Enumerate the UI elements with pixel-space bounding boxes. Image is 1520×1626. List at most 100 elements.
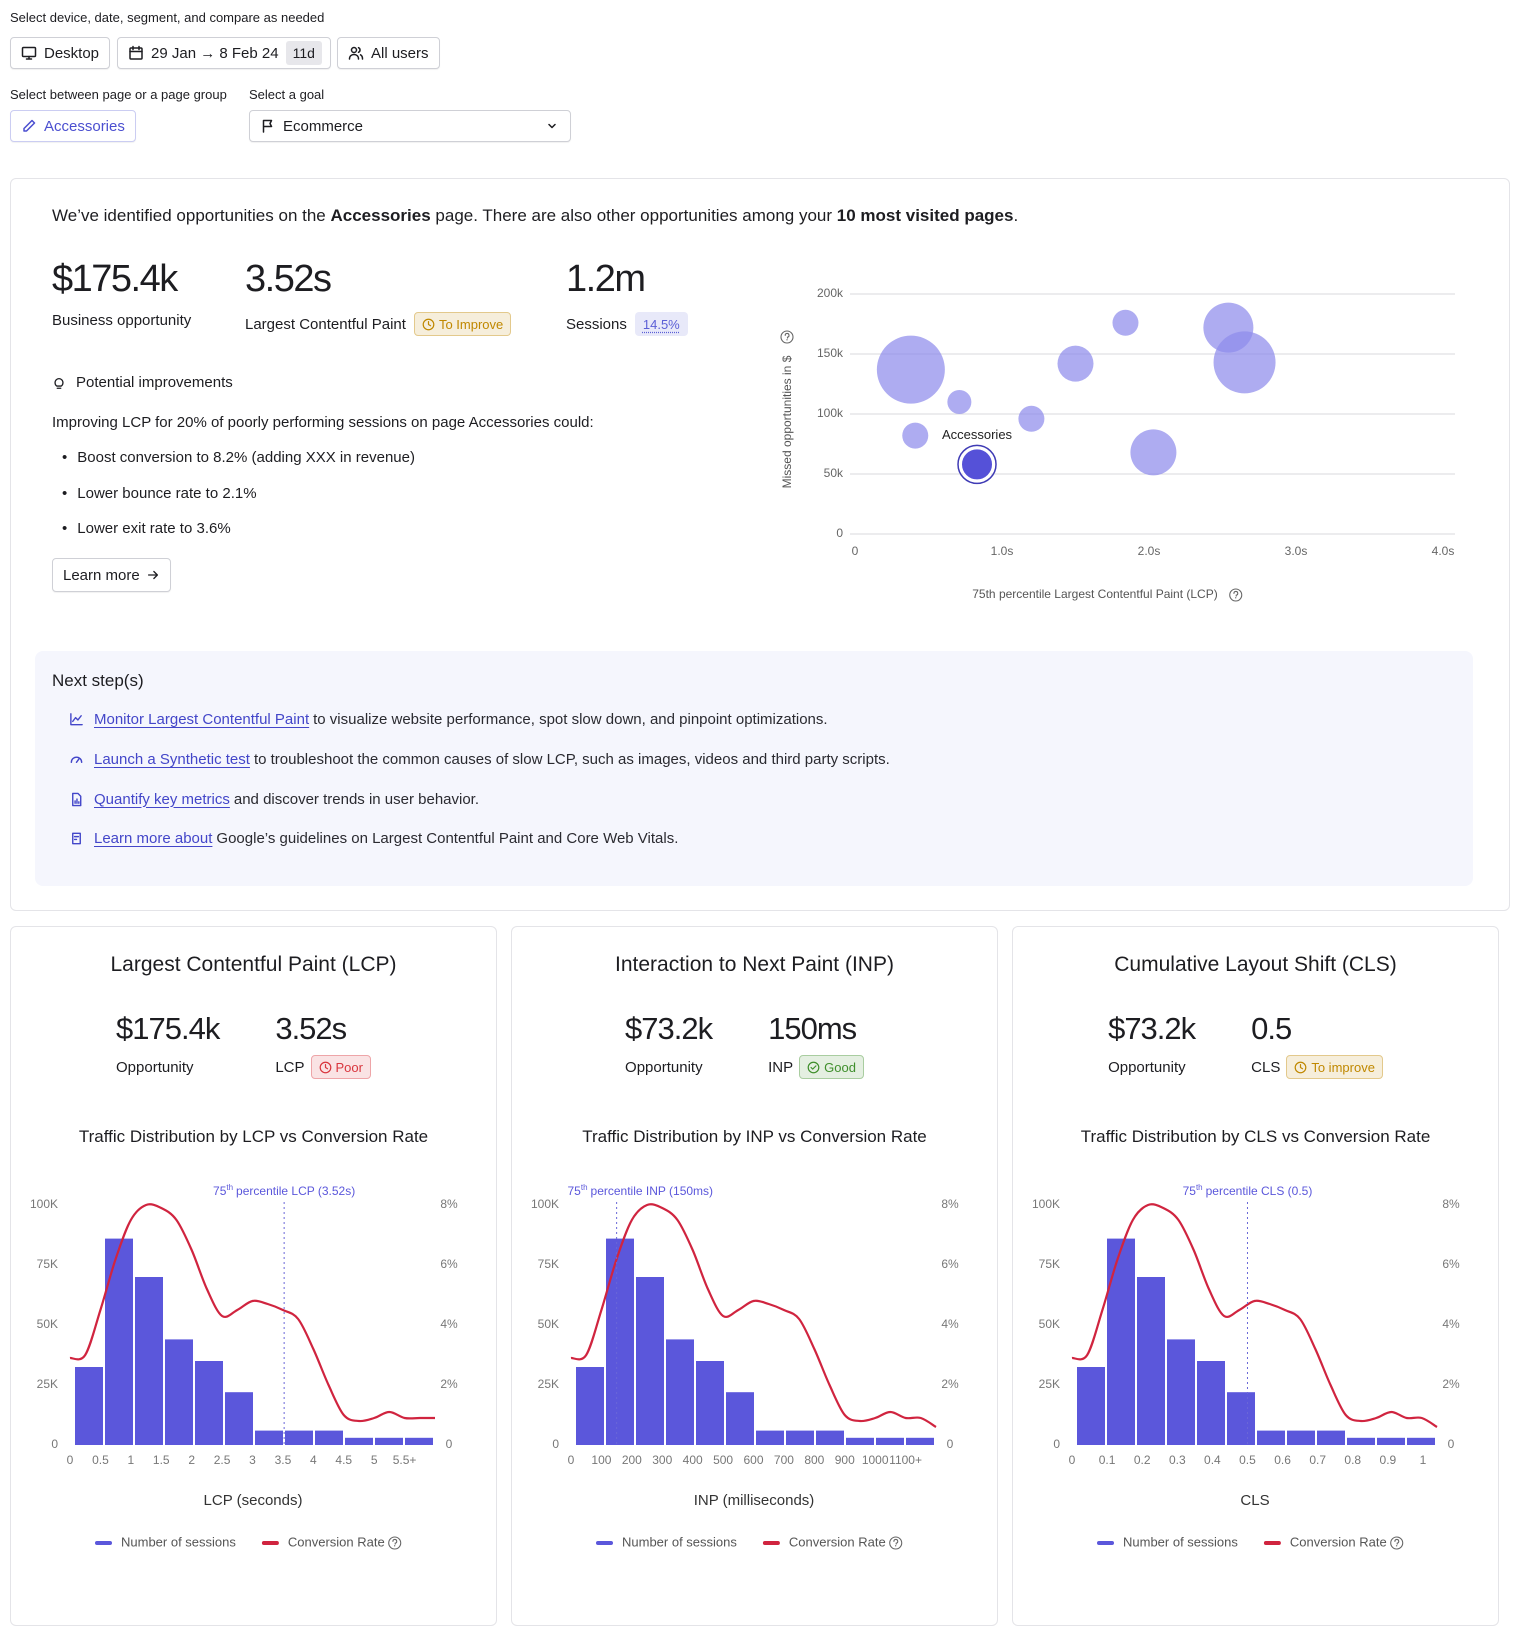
status-badge: To improve <box>1286 1055 1383 1079</box>
step-text: to visualize website performance, spot s… <box>313 711 828 728</box>
improvement-text: Boost conversion to 8.2% (adding XXX in … <box>77 449 415 466</box>
icon-shape <box>23 119 36 132</box>
icon-shape <box>324 1063 328 1069</box>
stat-label-row: CLS To improve <box>1251 1055 1383 1079</box>
badge-text: 14.5% <box>642 316 680 332</box>
status-badge: To Improve <box>413 312 512 336</box>
icon-shape <box>147 570 158 580</box>
icon-shape <box>319 1061 331 1073</box>
page-select-label: Select between page or a page group <box>10 87 227 102</box>
improvement-item: • Lower exit rate to 3.6% <box>62 520 231 537</box>
stat: $73.2k Opportunity <box>625 1011 713 1079</box>
icon-shape <box>348 46 364 60</box>
step-text: Google’s guidelines on Largest Contentfu… <box>216 830 679 848</box>
bullet: • <box>62 449 68 466</box>
device-value: Desktop <box>44 44 100 62</box>
icon-shape <box>54 377 64 389</box>
icon-shape <box>72 792 82 806</box>
step-link[interactable]: Learn more about <box>94 830 213 848</box>
kpi-value: 1.2m <box>566 258 646 300</box>
next-steps-title: Next step(s) <box>52 671 144 690</box>
goal-select-value: Ecommerce <box>283 117 364 135</box>
badge-text: To improve <box>1311 1059 1375 1075</box>
icon-shape <box>129 45 143 53</box>
stat-label: Opportunity <box>1108 1058 1186 1076</box>
segment-value: All users <box>371 44 429 62</box>
step-icon <box>72 833 81 845</box>
device-button[interactable]: Desktop <box>10 37 111 69</box>
kpi-label-text: Largest Contentful Paint <box>245 315 406 333</box>
chart-subtitle: Traffic Distribution by INP vs Conversio… <box>582 1127 927 1146</box>
improvements-lead: Improving LCP for 20% of poorly performi… <box>52 414 594 431</box>
step-link[interactable]: Monitor Largest Contentful Paint <box>94 711 310 728</box>
card-stats: $73.2k Opportunity 150ms INP Good <box>512 1011 997 1079</box>
segment-button[interactable]: All users <box>337 37 440 69</box>
improvement-item: • Lower bounce rate to 2.1% <box>62 485 257 502</box>
card-stats: $175.4k Opportunity 3.52s LCP Poor <box>11 1011 496 1079</box>
card-title: Cumulative Layout Shift (CLS) <box>1114 953 1397 976</box>
stat-value: $73.2k <box>625 1011 713 1046</box>
step-icon <box>70 756 83 763</box>
stat-value: 0.5 <box>1251 1011 1292 1046</box>
pencil-icon <box>23 119 36 132</box>
date-button[interactable]: 29 Jan → 8 Feb 24 11d <box>117 37 331 69</box>
kpi-value: $175.4k <box>52 258 178 300</box>
metric-card: Largest Contentful Paint (LCP) $175.4k Opp… <box>10 926 497 1626</box>
step-text: to troubleshoot the common causes of slo… <box>253 750 890 768</box>
icon-shape <box>350 46 358 54</box>
clock-icon <box>422 318 435 330</box>
icon-shape <box>427 320 432 326</box>
icon-shape <box>72 833 81 845</box>
stat: $73.2k Opportunity <box>1108 1011 1196 1079</box>
bulb-icon <box>54 377 64 389</box>
kpi-label-text: Sessions <box>566 315 627 333</box>
stat-value: 150ms <box>768 1011 857 1046</box>
stat-label: Opportunity <box>625 1058 703 1076</box>
monitor-icon <box>21 46 37 60</box>
card-stats: $73.2k Opportunity 0.5 CLS To improve <box>1013 1011 1498 1079</box>
icon-shape <box>422 318 435 330</box>
stat-label-row: LCP Poor <box>275 1055 371 1079</box>
stat-value: 3.52s <box>275 1011 347 1046</box>
days-chip: 11d <box>285 41 322 65</box>
kpi-label: Sessions 14.5% <box>566 312 688 336</box>
icon-shape <box>70 713 83 726</box>
users-icon <box>348 46 364 60</box>
intro-pages: 10 most visited pages <box>836 206 1014 225</box>
card-title: Interaction to Next Paint (INP) <box>615 953 894 976</box>
page-select-value: Accessories <box>44 117 125 135</box>
learn-more-button[interactable]: Learn more <box>52 558 171 592</box>
badge-icon <box>1294 1061 1307 1073</box>
stat: $175.4k Opportunity <box>116 1011 220 1079</box>
icon-shape <box>21 46 37 58</box>
icon-shape <box>25 55 33 60</box>
page-select-button[interactable]: Accessories <box>10 110 136 142</box>
bullet: • <box>62 520 68 537</box>
badge-text: Good <box>824 1059 856 1075</box>
next-step: Learn more about Google’s guidelines on L… <box>69 830 678 847</box>
intro-page: Accessories <box>330 206 431 225</box>
icon-shape <box>810 1064 817 1070</box>
chart-subtitle: Traffic Distribution by LCP vs Conversio… <box>78 1127 429 1146</box>
goal-select[interactable]: Ecommerce <box>249 110 571 142</box>
kpi-label: Largest Contentful Paint To Improve <box>245 312 512 336</box>
badge-text: To Improve <box>438 316 504 332</box>
intro-text: . <box>1013 206 1019 225</box>
arrow-icon <box>147 570 158 580</box>
kpi-value: 3.52s <box>245 258 332 300</box>
improvements-title: Potential improvements <box>52 374 233 391</box>
next-step: Quantify key metrics and discover trends … <box>69 791 479 808</box>
icon-shape <box>807 1061 820 1073</box>
stat: 3.52s LCP Poor <box>275 1011 371 1079</box>
intro: We’ve identified opportunities on the Ac… <box>52 206 1018 226</box>
stat-value: $73.2k <box>1108 1011 1196 1046</box>
step-link[interactable]: Quantify key metrics <box>94 790 230 808</box>
icon-shape <box>548 123 556 129</box>
improvements-title-text: Potential improvements <box>76 374 233 391</box>
bullet: • <box>62 484 68 502</box>
chart-subtitle: Traffic Distribution by CLS vs Conversio… <box>1080 1127 1431 1146</box>
goal-select-label: Select a goal <box>249 87 325 102</box>
step-link[interactable]: Launch a Synthetic test <box>94 750 250 768</box>
intro-text: page. There are also other opportunities… <box>435 206 833 225</box>
